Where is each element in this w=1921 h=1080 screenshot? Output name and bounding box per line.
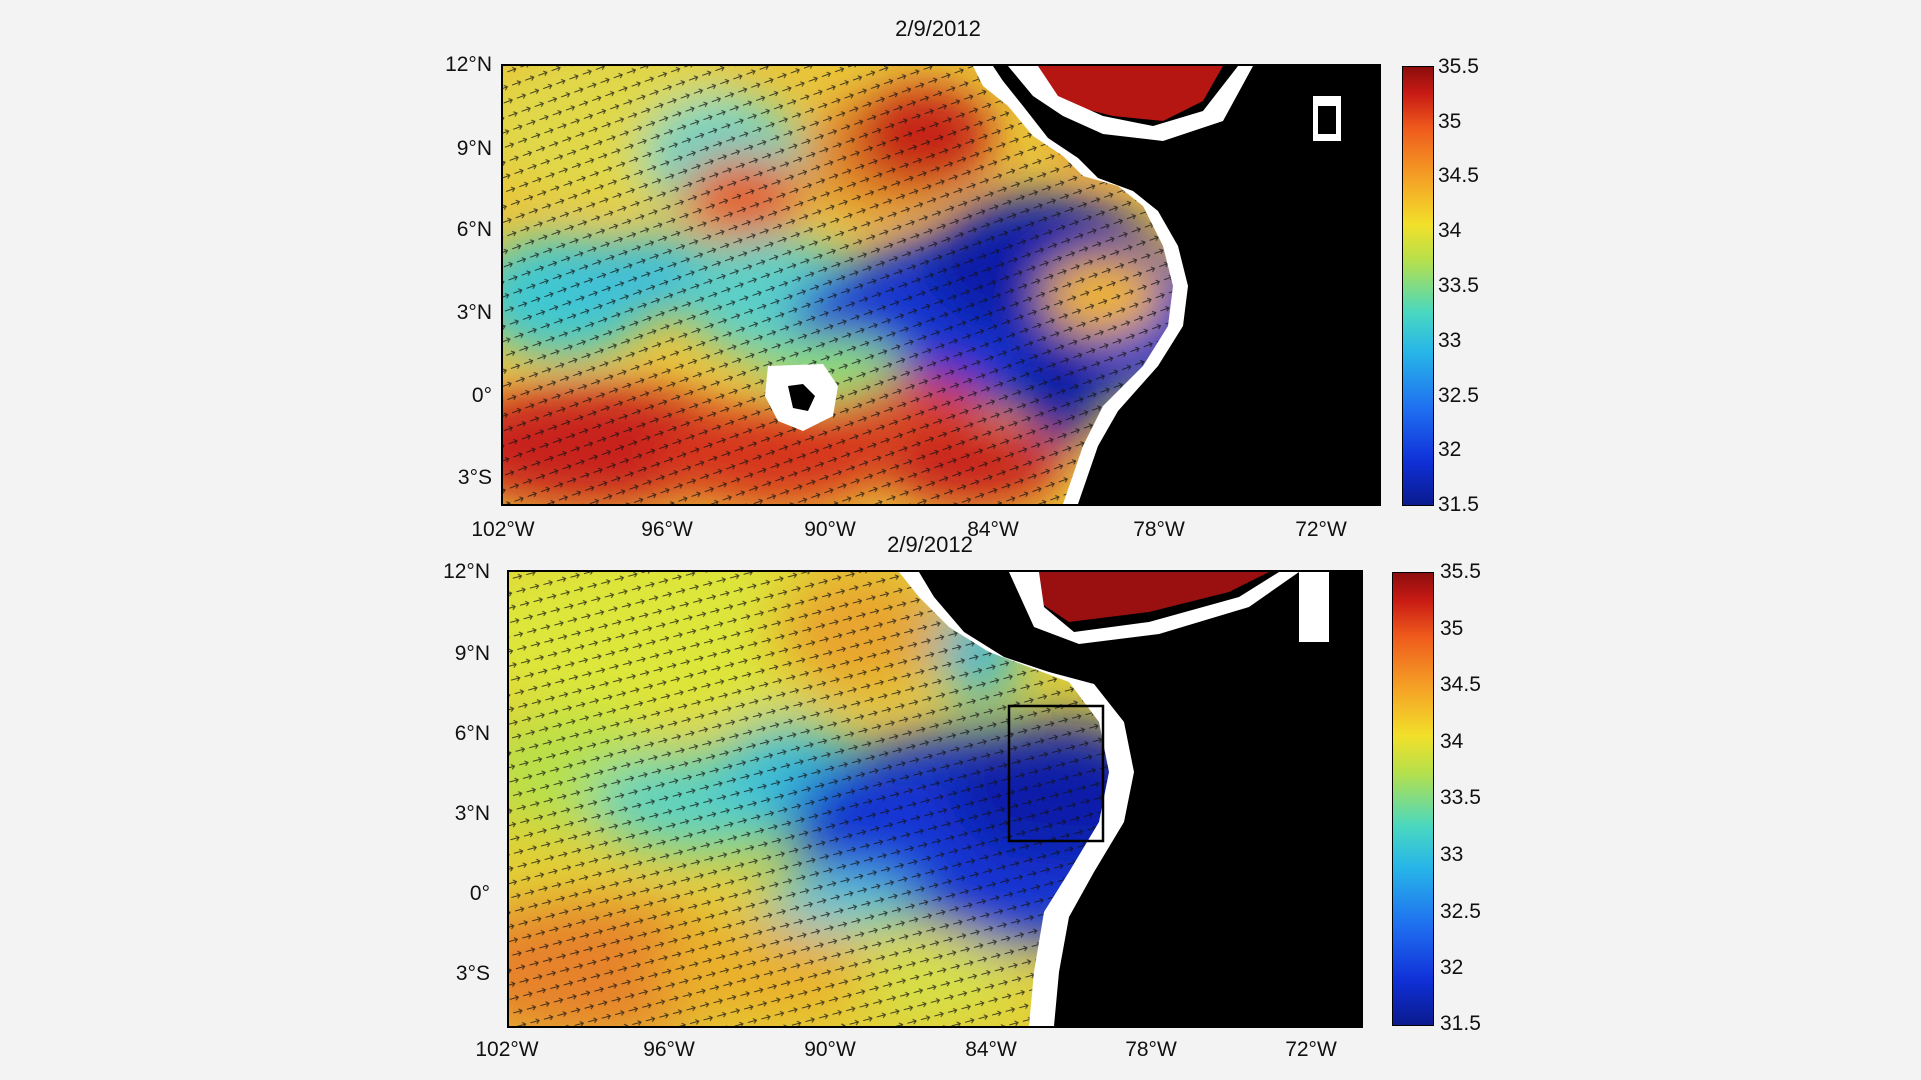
panel-2-colorbar-label: 33 xyxy=(1440,843,1464,866)
panel-2-colorbar-label: 31.5 xyxy=(1440,1012,1481,1035)
panel-1-lat-label: 3°S xyxy=(457,466,492,489)
panel-1-lat-label: 9°N xyxy=(456,137,492,160)
panel-1-colorbar-label: 34 xyxy=(1438,219,1462,242)
panel-1-colorbar xyxy=(1402,66,1434,506)
panel-2-colorbar-label: 34 xyxy=(1440,730,1464,753)
panel-1-title: 2/9/2012 xyxy=(895,16,981,41)
panel-1-lat-label: 12°N xyxy=(445,53,492,76)
panel-1-lat-label: 0° xyxy=(471,384,492,407)
panel-2-lat-label: 12°N xyxy=(443,560,490,583)
panel-2-lat-label: 9°N xyxy=(454,642,490,665)
panel-1-lon-label: 90°W xyxy=(804,518,856,541)
panel-1-colorbar-label: 31.5 xyxy=(1438,493,1479,516)
panel-2-lon-label: 96°W xyxy=(643,1038,695,1061)
panel-1-lon-label: 84°W xyxy=(967,518,1019,541)
panel-2-colorbar-label: 35.5 xyxy=(1440,560,1481,583)
panel-1-lat-label: 3°N xyxy=(456,301,492,324)
panel-2-lon-label: 102°W xyxy=(475,1038,539,1061)
panel-1-lat-label: 6°N xyxy=(456,218,492,241)
panel-1-colorbar-label: 33.5 xyxy=(1438,274,1479,297)
panel-2-colorbar-label: 35 xyxy=(1440,617,1464,640)
panel-2-lat-label: 3°S xyxy=(455,962,490,985)
panel-1-colorbar-label: 34.5 xyxy=(1438,164,1479,187)
panel-1-lon-label: 96°W xyxy=(641,518,693,541)
panel-2-colorbar xyxy=(1392,572,1434,1026)
panel-2-lon-label: 90°W xyxy=(804,1038,856,1061)
panel-1-lon-label: 102°W xyxy=(471,518,535,541)
panel-1-colorbar-label: 35.5 xyxy=(1438,55,1479,78)
panel-1-lon-label: 78°W xyxy=(1133,518,1185,541)
panel-1-salinity-field xyxy=(503,66,1379,504)
panel-2-colorbar-label: 34.5 xyxy=(1440,673,1481,696)
panel-2-lat-label: 6°N xyxy=(454,722,490,745)
panel-1-lon-label: 72°W xyxy=(1295,518,1347,541)
panel-1-map xyxy=(501,64,1381,506)
panel-2-lon-label: 78°W xyxy=(1125,1038,1177,1061)
panel-1-colorbar-label: 32 xyxy=(1438,438,1462,461)
panel-1-colorbar-label: 32.5 xyxy=(1438,384,1479,407)
panel-2-colorbar-label: 32.5 xyxy=(1440,900,1481,923)
panel-2-colorbar-label: 32 xyxy=(1440,956,1464,979)
region-box xyxy=(1007,704,1105,843)
panel-2-title: 2/9/2012 xyxy=(887,532,973,557)
panel-1-colorbar-label: 33 xyxy=(1438,329,1462,352)
panel-2-lon-label: 72°W xyxy=(1285,1038,1337,1061)
panel-2-map xyxy=(507,570,1363,1028)
panel-2-salinity-field xyxy=(509,572,1361,1026)
panel-2-lon-label: 84°W xyxy=(965,1038,1017,1061)
panel-1-colorbar-label: 35 xyxy=(1438,110,1462,133)
panel-2-lat-label: 3°N xyxy=(454,802,490,825)
panel-2-lat-label: 0° xyxy=(469,882,490,905)
panel-2-colorbar-label: 33.5 xyxy=(1440,786,1481,809)
